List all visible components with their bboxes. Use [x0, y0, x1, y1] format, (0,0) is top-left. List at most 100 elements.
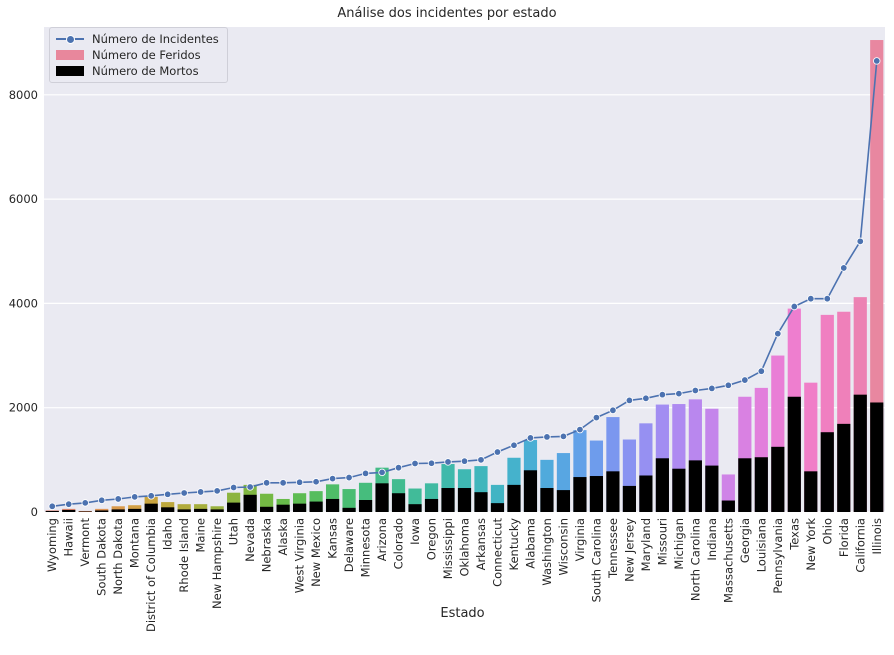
- x-tick-label: Ohio: [820, 518, 834, 545]
- x-tick-label: New Jersey: [622, 518, 636, 582]
- point-incidentes: [691, 386, 700, 395]
- y-tick-label: 8000: [9, 88, 38, 102]
- bar-mortos: [177, 509, 191, 512]
- bar-mortos: [820, 432, 834, 512]
- bar-mortos: [507, 484, 521, 512]
- bar-mortos: [78, 511, 92, 512]
- bar-mortos: [474, 492, 488, 512]
- x-tick-label: South Carolina: [589, 518, 603, 602]
- bar-mortos: [688, 460, 702, 512]
- x-tick-label: Idaho: [161, 518, 175, 550]
- bar-mortos: [837, 423, 851, 512]
- x-tick-label: Minnesota: [359, 518, 373, 577]
- bar-feridos: [111, 506, 125, 512]
- legend-line-marker: [56, 33, 84, 45]
- point-incidentes: [576, 425, 584, 434]
- bar-feridos: [177, 504, 191, 512]
- x-tick-label: Maryland: [639, 518, 653, 571]
- x-tick-label: Indiana: [705, 518, 719, 561]
- bar-mortos: [606, 471, 620, 512]
- chart-legend: Número de Incidentes Número de Feridos N…: [49, 27, 228, 83]
- point-incidentes: [163, 490, 172, 498]
- bar-mortos: [556, 490, 571, 512]
- point-incidentes: [378, 468, 386, 477]
- bar-mortos: [342, 507, 356, 512]
- y-tick-label: 6000: [9, 192, 38, 206]
- point-incidentes: [823, 295, 831, 303]
- bar-mortos: [573, 477, 587, 512]
- y-tick-label: 0: [31, 505, 38, 519]
- point-incidentes: [856, 237, 864, 246]
- y-tick-label: 4000: [9, 296, 38, 310]
- point-incidentes: [559, 432, 568, 441]
- bar-mortos: [853, 394, 867, 512]
- point-incidentes: [757, 367, 766, 375]
- legend-item-mortos: Número de Mortos: [56, 63, 219, 79]
- bar-feridos: [161, 502, 175, 512]
- bar-mortos: [721, 500, 735, 512]
- bar-mortos: [293, 503, 307, 512]
- bar-mortos: [787, 396, 801, 512]
- bar-mortos: [540, 488, 554, 512]
- x-tick-label: West Virginia: [293, 518, 307, 593]
- bar-mortos: [672, 468, 686, 512]
- bar-mortos: [227, 502, 241, 512]
- x-tick-label: Texas: [787, 518, 801, 551]
- x-tick-label: Iowa: [408, 518, 422, 545]
- bar-mortos: [194, 508, 208, 512]
- point-incidentes: [708, 384, 716, 393]
- x-tick-label: New Hampshire: [210, 518, 224, 609]
- x-tick-label: Wisconsin: [556, 518, 570, 575]
- bar-mortos: [111, 509, 125, 512]
- bar-mortos: [490, 503, 505, 512]
- point-incidentes: [840, 264, 848, 272]
- bar-mortos: [375, 483, 389, 512]
- point-incidentes: [493, 448, 502, 456]
- point-incidentes: [510, 441, 518, 449]
- x-tick-label: Tennessee: [606, 518, 620, 579]
- point-incidentes: [196, 488, 205, 496]
- x-tick-label: Nebraska: [260, 518, 274, 572]
- x-tick-label: North Carolina: [688, 518, 702, 601]
- x-axis-label: Estado: [440, 606, 485, 621]
- bar-mortos: [358, 500, 373, 512]
- x-tick-label: Kentucky: [507, 518, 521, 571]
- point-incidentes: [444, 458, 452, 466]
- x-tick-label: Connecticut: [490, 518, 504, 587]
- point-incidentes: [98, 496, 106, 504]
- bar-mortos: [639, 475, 653, 512]
- point-incidentes: [279, 479, 287, 487]
- x-tick-label: South Dakota: [95, 518, 109, 596]
- bar-feridos: [128, 505, 142, 512]
- x-tick-label: Washington: [540, 518, 554, 586]
- point-incidentes: [114, 495, 122, 503]
- legend-patch-mortos: [56, 65, 84, 77]
- x-tick-label: Montana: [128, 518, 142, 568]
- x-tick-label: Missouri: [655, 518, 669, 565]
- x-tick-label: Oklahoma: [458, 518, 472, 577]
- legend-label-incidentes: Número de Incidentes: [92, 32, 219, 46]
- x-tick-label: Alaska: [276, 518, 290, 556]
- x-tick-label: Oregon: [425, 518, 439, 560]
- x-tick-label: District of Columbia: [144, 518, 158, 632]
- x-tick-label: Delaware: [342, 518, 356, 572]
- x-tick-label: Utah: [227, 518, 241, 545]
- x-tick-label: Arizona: [375, 518, 389, 561]
- point-incidentes: [130, 493, 139, 501]
- point-incidentes: [790, 302, 799, 311]
- point-incidentes: [609, 406, 617, 415]
- bar-mortos: [210, 509, 224, 512]
- x-tick-label: Georgia: [738, 518, 752, 563]
- bar-mortos: [408, 504, 422, 512]
- point-incidentes: [180, 489, 188, 497]
- x-tick-label: Michigan: [672, 518, 686, 570]
- x-tick-label: Arkansas: [474, 518, 488, 570]
- point-incidentes: [229, 483, 238, 492]
- y-tick-label: 2000: [9, 401, 38, 415]
- bar-mortos: [95, 510, 109, 512]
- point-incidentes: [312, 478, 320, 486]
- point-incidentes: [427, 459, 436, 467]
- point-incidentes: [724, 381, 733, 389]
- bar-mortos: [243, 494, 257, 512]
